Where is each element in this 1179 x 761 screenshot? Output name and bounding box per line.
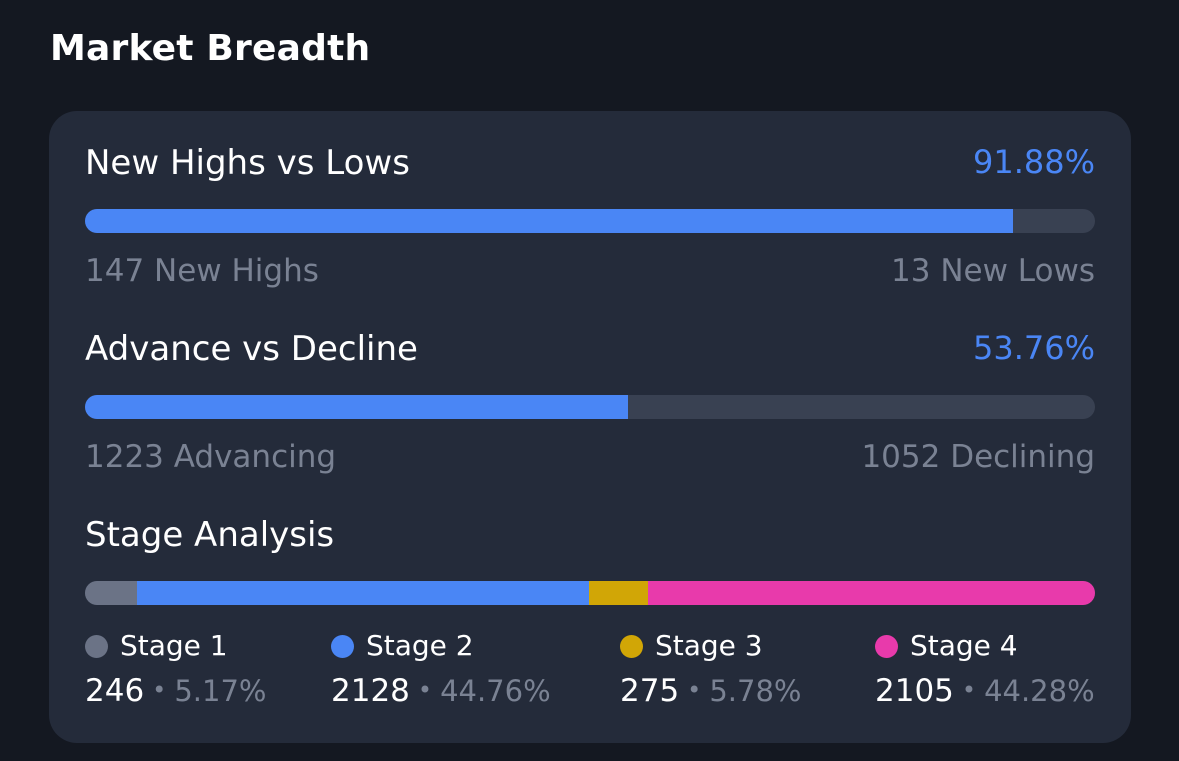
stage-4-percent: 44.28% <box>984 674 1095 708</box>
advance-decline-bar-fill <box>85 395 628 419</box>
highs-lows-bar-fill <box>85 209 1013 233</box>
stage-1-label: Stage 1 <box>120 629 228 662</box>
separator-dot: • <box>961 676 977 704</box>
stage-4-dot-icon <box>875 635 898 658</box>
stage-3-percent: 5.78% <box>709 674 802 708</box>
advance-decline-bar <box>85 395 1095 419</box>
stage-1-dot-icon <box>85 635 108 658</box>
stage-2-percent: 44.76% <box>440 674 551 708</box>
separator-dot: • <box>687 676 702 704</box>
advancing-label: 1223 Advancing <box>85 439 337 475</box>
stage-distribution-bar <box>85 581 1095 605</box>
stage-3-label: Stage 3 <box>655 629 763 662</box>
stage-2-segment <box>137 581 590 605</box>
stage-3-dot-icon <box>620 635 643 658</box>
stage-1-percent: 5.17% <box>174 674 267 708</box>
stage-2-label: Stage 2 <box>366 629 474 662</box>
separator-dot: • <box>417 676 433 704</box>
advance-decline-section: Advance vs Decline 53.76% 1223 Advancing… <box>85 329 1095 475</box>
stage-analysis-title: Stage Analysis <box>85 515 335 555</box>
stage-3-segment <box>589 581 648 605</box>
stage-analysis-section: Stage Analysis Stage 1 246 • 5.17% Stage 2… <box>85 515 1095 709</box>
advance-decline-title: Advance vs Decline <box>85 329 418 369</box>
new-highs-label: 147 New Highs <box>85 253 319 289</box>
page-title: Market Breadth <box>50 28 371 69</box>
stage-1-count: 246 <box>85 673 145 709</box>
stage-3-count: 275 <box>620 673 680 709</box>
market-breadth-card: New Highs vs Lows 91.88% 147 New Highs 1… <box>49 111 1131 743</box>
stage-4-count: 2105 <box>875 673 954 709</box>
highs-lows-bar <box>85 209 1095 233</box>
highs-lows-title: New Highs vs Lows <box>85 143 410 183</box>
advance-decline-percent: 53.76% <box>972 329 1095 367</box>
stage-4-segment <box>647 581 1095 605</box>
highs-lows-section: New Highs vs Lows 91.88% 147 New Highs 1… <box>85 143 1095 289</box>
declining-label: 1052 Declining <box>861 439 1095 475</box>
new-lows-label: 13 New Lows <box>891 253 1095 289</box>
stage-2-dot-icon <box>331 635 354 658</box>
separator-dot: • <box>152 676 167 704</box>
stage-1-segment <box>85 581 138 605</box>
stage-2-count: 2128 <box>331 673 410 709</box>
highs-lows-percent: 91.88% <box>972 143 1095 181</box>
stage-4-label: Stage 4 <box>910 629 1018 662</box>
